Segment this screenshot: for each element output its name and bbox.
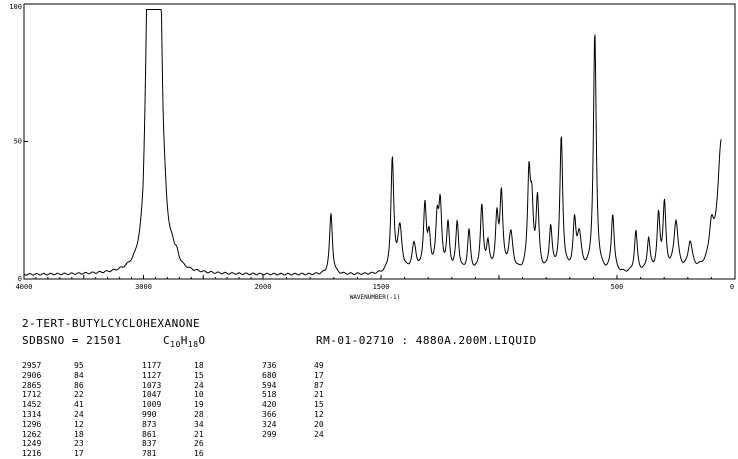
peak-intensity: 18 [74, 429, 84, 439]
peak-intensity: 18 [194, 361, 204, 370]
peak-intensity: 15 [314, 400, 324, 410]
peak-intensity: 24 [314, 429, 324, 439]
peak-wavenumber: 1314 [22, 409, 42, 419]
peak-intensity: 24 [74, 409, 84, 419]
peak-intensity: 86 [74, 380, 84, 390]
peak-wavenumber: 781 [142, 449, 157, 459]
peak-intensity: 24 [194, 380, 204, 390]
peak-intensity: 41 [74, 400, 84, 410]
formula-h-count: 18 [187, 340, 199, 350]
peak-wavenumber: 2865 [22, 380, 42, 390]
peak-wavenumber: 1047 [142, 390, 162, 400]
x-tick-label: 2000 [255, 283, 272, 291]
peak-intensity: 19 [194, 400, 204, 410]
peak-intensity [314, 449, 382, 459]
compound-name: 2-TERT-BUTYLCYCLOHEXANONE [22, 317, 201, 330]
peak-wavenumber: 837 [142, 439, 157, 449]
peak-intensity: 15 [194, 370, 204, 380]
peak-intensity: 20 [314, 419, 324, 429]
peak-intensity: 21 [194, 429, 204, 439]
peak-wavenumber: 594 [262, 380, 277, 390]
peak-wavenumber: 324 [262, 419, 277, 429]
peak-wavenumber: 1127 [142, 370, 162, 380]
x-tick-label: 0 [730, 283, 734, 291]
peak-intensity: 26 [194, 439, 204, 449]
peak-wavenumber [262, 439, 314, 449]
peak-wavenumber: 1177 [142, 361, 162, 370]
peak-row: 2906 84 1127 15 680 17 [22, 371, 382, 381]
peak-wavenumber: 420 [262, 400, 277, 410]
peak-row: 2865 86 1073 24 594 87 [22, 381, 382, 391]
peak-intensity [314, 439, 382, 449]
peak-intensity: 34 [194, 419, 204, 429]
peak-intensity: 10 [194, 390, 204, 400]
peak-intensity: 12 [314, 409, 324, 419]
peak-wavenumber: 1262 [22, 429, 42, 439]
peak-wavenumber: 1249 [22, 439, 42, 449]
y-tick-label: 100 [9, 3, 22, 11]
compound-info-line: SDBSNO = 21501 C10H18O RM-01-02710 : 488… [22, 334, 722, 350]
peak-wavenumber: 1009 [142, 400, 162, 410]
peak-intensity: 22 [74, 390, 84, 400]
peak-intensity: 21 [314, 390, 324, 400]
formula-h: H [180, 334, 188, 347]
peak-wavenumber [262, 449, 314, 459]
molecular-formula: C10H18O [163, 334, 206, 349]
peak-intensity: 49 [314, 361, 324, 370]
peak-intensity: 17 [314, 370, 324, 380]
x-tick-label: 1500 [373, 283, 390, 291]
peak-intensity: 12 [74, 419, 84, 429]
peak-wavenumber: 680 [262, 370, 277, 380]
peak-wavenumber: 1216 [22, 449, 42, 459]
peak-row: 1262 18 861 21 299 24 [22, 430, 382, 440]
measurement-conditions: RM-01-02710 : 4880A.200M.LIQUID [316, 334, 537, 347]
x-axis-label: WAVENUMBER(-1) [350, 294, 401, 301]
peak-wavenumber: 861 [142, 429, 157, 439]
peak-row: 2957 95 1177 18 736 49 [22, 361, 382, 371]
peak-wavenumber: 366 [262, 409, 277, 419]
peak-wavenumber: 736 [262, 361, 277, 370]
formula-c: C [163, 334, 171, 347]
peak-wavenumber: 990 [142, 409, 157, 419]
peak-row: 1452 41 1009 19 420 15 [22, 400, 382, 410]
peak-row: 1249 23 837 26 [22, 439, 382, 449]
peak-intensity: 16 [194, 449, 204, 459]
peak-wavenumber: 1452 [22, 400, 42, 410]
peak-wavenumber: 518 [262, 390, 277, 400]
peak-intensity: 95 [74, 361, 84, 370]
peak-table: 2957 95 1177 18 736 49 2906 84 1127 15 680 17 2865 86… [22, 361, 382, 459]
y-tick-label: 50 [14, 138, 22, 146]
formula-o: O [198, 334, 206, 347]
peak-row: 1314 24 990 28 366 12 [22, 410, 382, 420]
x-tick-label: 500 [611, 283, 624, 291]
y-tick-label: 0 [18, 275, 22, 283]
peak-wavenumber: 2957 [22, 361, 42, 370]
peak-row: 1296 12 873 34 324 20 [22, 420, 382, 430]
formula-c-count: 10 [170, 340, 181, 350]
peak-row: 1216 17 781 16 [22, 449, 382, 459]
peak-wavenumber: 1712 [22, 390, 42, 400]
peak-intensity: 17 [74, 449, 84, 459]
peak-row: 1712 22 1047 10 518 21 [22, 390, 382, 400]
plot-frame [23, 3, 736, 280]
peak-wavenumber: 873 [142, 419, 157, 429]
peak-intensity: 84 [74, 370, 84, 380]
peak-intensity: 23 [74, 439, 84, 449]
peak-wavenumber: 299 [262, 429, 277, 439]
peak-intensity: 28 [194, 409, 204, 419]
x-tick-label: 4000 [16, 283, 33, 291]
spectrum-line [23, 9, 722, 276]
peak-wavenumber: 1296 [22, 419, 42, 429]
sdbs-number: SDBSNO = 21501 [22, 334, 122, 347]
peak-wavenumber: 1073 [142, 380, 162, 390]
x-tick-label: 3000 [135, 283, 152, 291]
peak-wavenumber: 2906 [22, 370, 42, 380]
peak-intensity: 87 [314, 380, 324, 390]
